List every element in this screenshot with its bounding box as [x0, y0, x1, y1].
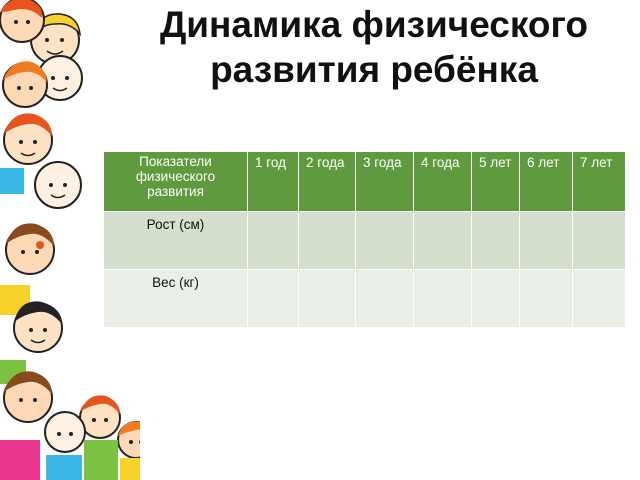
header-age-2: 2 года	[298, 151, 356, 212]
row-label-height: Рост (см)	[103, 211, 248, 270]
child-face-4	[2, 61, 48, 108]
table-cell	[519, 211, 573, 270]
child-face-5	[3, 113, 53, 165]
row-label-weight: Вес (кг)	[103, 269, 248, 328]
table-cell	[355, 211, 414, 270]
table-row-height: Рост (см)	[103, 211, 626, 270]
header-age-6: 6 лет	[519, 151, 573, 212]
shirt-green-2	[84, 440, 118, 480]
child-face-9	[3, 371, 53, 423]
table-cell	[413, 269, 472, 328]
development-table: Показатели физического развития 1 год 2 …	[103, 151, 626, 328]
title-line-1: Динамика физического	[159, 4, 589, 45]
child-face-6	[34, 161, 82, 209]
table-cell	[247, 211, 299, 270]
table-header-row: Показатели физического развития 1 год 2 …	[103, 151, 626, 212]
header-age-4: 4 года	[413, 151, 472, 212]
header-indicators: Показатели физического развития	[103, 151, 248, 212]
table-row-weight: Вес (кг)	[103, 269, 626, 328]
header-age-3: 3 года	[355, 151, 414, 212]
child-face-10	[79, 395, 121, 439]
table-cell	[471, 211, 520, 270]
page-title: Динамика физического развития ребёнка	[108, 2, 640, 92]
shirt-yellow-2	[120, 458, 140, 480]
header-age-7: 7 лет	[572, 151, 626, 212]
child-face-2	[0, 0, 45, 43]
child-face-12	[117, 421, 140, 459]
table-cell	[519, 269, 573, 328]
child-face-7	[5, 223, 55, 275]
table-cell	[572, 211, 626, 270]
child-face-8	[13, 301, 63, 353]
title-line-2: развития ребёнка	[210, 49, 538, 90]
header-age-5: 5 лет	[471, 151, 520, 212]
shirt-blue-2	[46, 455, 82, 480]
table-cell	[298, 269, 356, 328]
header-age-1: 1 год	[247, 151, 299, 212]
table-cell	[572, 269, 626, 328]
table-cell	[298, 211, 356, 270]
shirt-pink	[0, 440, 40, 480]
shirt-blue	[0, 168, 24, 194]
table-cell	[355, 269, 414, 328]
table-cell	[471, 269, 520, 328]
table-cell	[413, 211, 472, 270]
table-cell	[247, 269, 299, 328]
child-face-11	[44, 411, 86, 453]
children-cartoon-border	[0, 0, 140, 480]
